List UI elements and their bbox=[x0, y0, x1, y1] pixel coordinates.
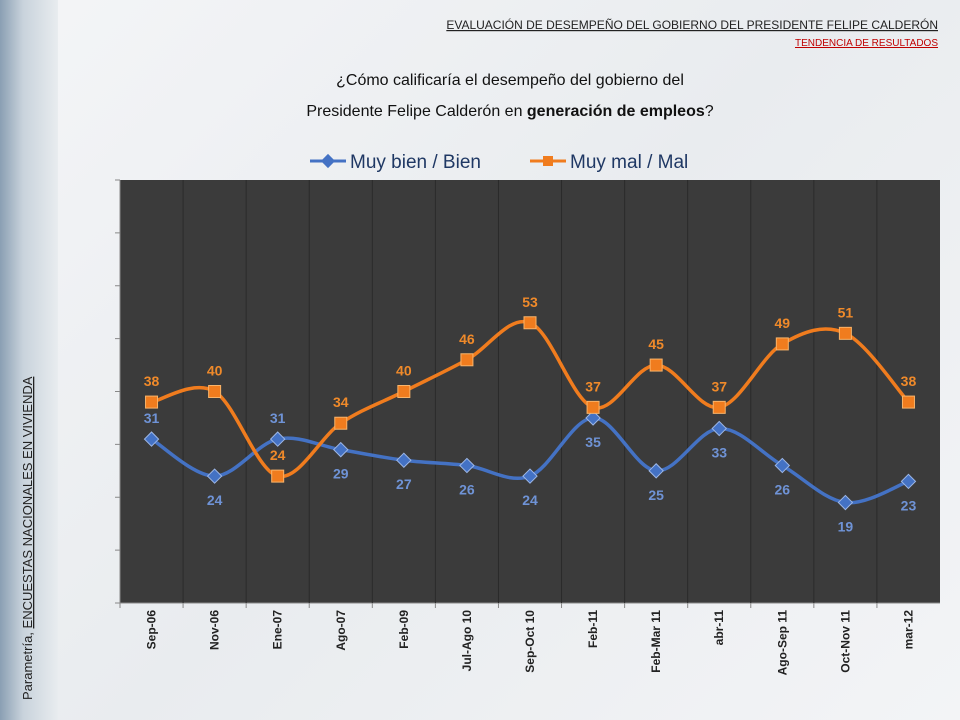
question-line: ¿Cómo calificaría el desempeño del gobie… bbox=[336, 72, 684, 89]
data-label: 24 bbox=[522, 492, 538, 508]
question-line: Presidente Felipe Calderón en generación… bbox=[306, 103, 713, 120]
data-label: 19 bbox=[838, 519, 854, 535]
point bbox=[269, 431, 286, 447]
data-label: 40 bbox=[396, 363, 412, 379]
point bbox=[648, 463, 664, 479]
point bbox=[459, 457, 475, 474]
legend-label: Muy bien / Bien bbox=[350, 152, 481, 173]
data-label: 24 bbox=[270, 447, 286, 463]
point bbox=[206, 468, 223, 484]
x-tick-label: Ago-Sep 11 bbox=[775, 610, 789, 676]
data-label: 46 bbox=[459, 331, 475, 347]
data-label: 31 bbox=[144, 410, 160, 426]
x-tick-label: mar-12 bbox=[901, 610, 915, 650]
data-label: 26 bbox=[459, 482, 475, 498]
point bbox=[523, 316, 537, 330]
data-label: 37 bbox=[711, 378, 727, 394]
data-label: 23 bbox=[901, 497, 917, 513]
data-label: 35 bbox=[585, 434, 601, 450]
data-label: 51 bbox=[838, 304, 854, 320]
point bbox=[774, 457, 791, 474]
question-text: ? bbox=[705, 103, 714, 120]
point bbox=[838, 326, 852, 340]
x-tick-label: Sep-06 bbox=[145, 610, 159, 650]
side-note: Parametría, ENCUESTAS NACIONALES EN VIVI… bbox=[20, 376, 35, 700]
point bbox=[900, 473, 917, 490]
data-label: 27 bbox=[396, 476, 412, 492]
legend-label: Muy mal / Mal bbox=[570, 152, 688, 173]
survey: ENCUESTAS NACIONALES EN VIVIENDA bbox=[20, 376, 35, 628]
point bbox=[208, 385, 222, 398]
data-label: 37 bbox=[585, 378, 601, 394]
point bbox=[397, 385, 411, 398]
source: Parametría, bbox=[20, 628, 35, 700]
question-emphasis: generación de empleos bbox=[527, 103, 705, 120]
point bbox=[711, 420, 728, 437]
point bbox=[522, 468, 538, 484]
point bbox=[143, 431, 160, 447]
question-text: Presidente Felipe Calderón en bbox=[306, 103, 527, 120]
data-label: 45 bbox=[648, 336, 664, 352]
x-tick-label: Feb-09 bbox=[397, 610, 411, 649]
x-tick-label: Jul-Ago 10 bbox=[460, 610, 474, 672]
point bbox=[901, 395, 915, 409]
point bbox=[775, 337, 789, 351]
data-label: 33 bbox=[711, 445, 727, 461]
point bbox=[712, 400, 726, 414]
point bbox=[460, 353, 474, 367]
x-tick-label: Sep-Oct 10 bbox=[523, 610, 537, 673]
point bbox=[649, 358, 663, 372]
point bbox=[586, 400, 600, 414]
x-tick-label: Ene-07 bbox=[271, 610, 285, 650]
point bbox=[334, 416, 348, 430]
point bbox=[271, 469, 285, 483]
x-tick-label: Ago-07 bbox=[334, 610, 348, 651]
x-tick-label: Feb-11 bbox=[586, 610, 600, 648]
x-tick-label: Feb-Mar 11 bbox=[649, 610, 663, 673]
data-label: 31 bbox=[270, 410, 286, 426]
point bbox=[332, 441, 349, 458]
data-label: 24 bbox=[207, 492, 223, 508]
data-label: 38 bbox=[901, 373, 917, 389]
data-label: 34 bbox=[333, 394, 349, 410]
x-tick-label: abr-11 bbox=[712, 610, 726, 646]
header-subtitle: TENDENCIA DE RESULTADOS bbox=[795, 38, 938, 49]
data-label: 53 bbox=[522, 294, 538, 310]
data-label: 25 bbox=[648, 487, 664, 503]
legend-marker bbox=[320, 153, 336, 169]
header-title: EVALUACIÓN DE DESEMPEÑO DEL GOBIERNO DEL… bbox=[446, 17, 938, 32]
plot-area bbox=[120, 180, 940, 603]
side-decoration bbox=[0, 0, 58, 720]
x-tick-label: Oct-Nov 11 bbox=[838, 610, 852, 673]
point bbox=[145, 395, 159, 409]
legend-marker bbox=[543, 156, 553, 166]
point bbox=[585, 410, 601, 426]
point bbox=[396, 452, 412, 469]
point bbox=[837, 494, 854, 511]
data-label: 38 bbox=[144, 373, 160, 389]
data-label: 29 bbox=[333, 466, 349, 482]
x-tick-label: Nov-06 bbox=[208, 610, 222, 650]
data-label: 40 bbox=[207, 363, 223, 379]
data-label: 26 bbox=[775, 482, 791, 498]
data-label: 49 bbox=[775, 315, 791, 331]
